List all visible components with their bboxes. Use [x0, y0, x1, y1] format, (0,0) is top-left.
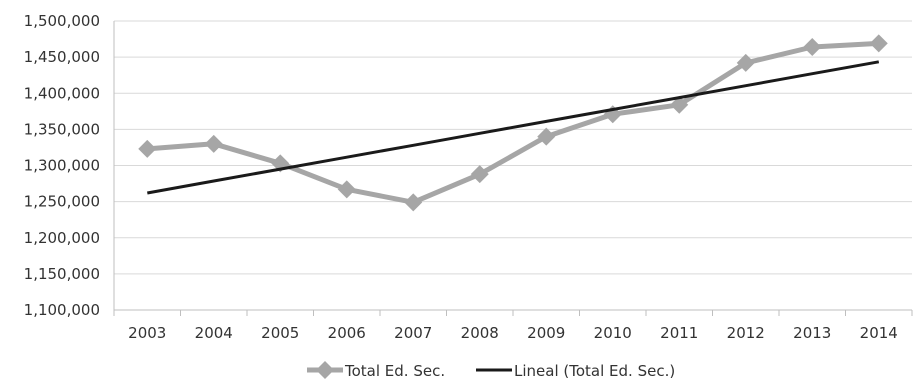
x-tick-label: 2011: [660, 324, 698, 342]
data-point: [869, 34, 888, 53]
y-tick-label: 1,100,000: [24, 301, 100, 319]
y-tick-labels: 1,100,000 1,150,000 1,200,000 1,250,000 1,30…: [24, 12, 100, 319]
data-point: [138, 139, 157, 158]
y-tick-label: 1,250,000: [24, 193, 100, 211]
x-tick-label: 2014: [860, 324, 898, 342]
data-point: [204, 134, 223, 153]
series-line-lineal-trend: [147, 60, 880, 195]
y-tick-label: 1,350,000: [24, 120, 100, 138]
series: [138, 34, 888, 212]
data-point: [470, 165, 489, 184]
axes: [113, 21, 913, 316]
series-line-total-ed-sec: [147, 40, 879, 205]
data-point: [537, 127, 556, 146]
x-tick-label: 2006: [328, 324, 366, 342]
x-tick-label: 2009: [527, 324, 565, 342]
data-point: [803, 38, 822, 57]
gridlines: [114, 20, 912, 275]
y-tick-label: 1,200,000: [24, 229, 100, 247]
legend: Total Ed. Sec. Lineal (Total Ed. Sec.): [307, 361, 675, 380]
legend-swatch-marker: [316, 361, 334, 379]
x-tick-label: 2007: [394, 324, 432, 342]
x-tick-label: 2008: [461, 324, 499, 342]
x-tick-label: 2005: [261, 324, 299, 342]
data-point: [736, 53, 755, 72]
x-tick-label: 2004: [195, 324, 233, 342]
y-tick-label: 1,500,000: [24, 12, 100, 30]
y-tick-label: 1,150,000: [24, 265, 100, 283]
y-tick-label: 1,450,000: [24, 48, 100, 66]
data-point: [404, 193, 423, 212]
legend-label: Total Ed. Sec.: [344, 362, 445, 380]
y-tick-label: 1,400,000: [24, 84, 100, 102]
y-tick-label: 1,300,000: [24, 157, 100, 175]
legend-label: Lineal (Total Ed. Sec.): [514, 362, 675, 380]
x-tick-labels: 2003 2004 2005 2006 2007 2008 2009 2010 2011 2012…: [128, 324, 898, 342]
x-tick-label: 2010: [594, 324, 632, 342]
data-point: [337, 180, 356, 199]
x-tick-label: 2012: [727, 324, 765, 342]
x-tick-label: 2013: [793, 324, 831, 342]
data-point: [670, 95, 689, 114]
x-tick-label: 2003: [128, 324, 166, 342]
